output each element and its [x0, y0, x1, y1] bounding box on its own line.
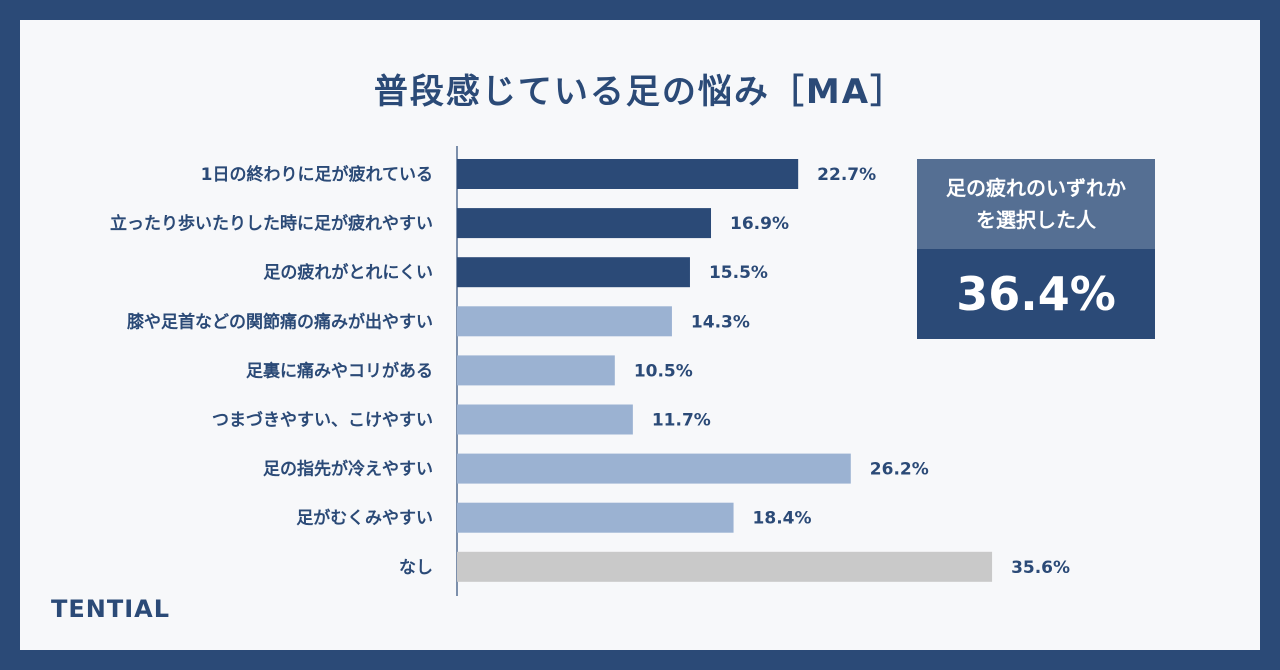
bar [457, 404, 633, 435]
value-label: 35.6% [1011, 558, 1070, 578]
category-label: 立ったり歩いたりした時に足が疲れやすい [110, 213, 433, 234]
value-label: 16.9% [730, 214, 789, 234]
value-label: 10.5% [634, 361, 693, 381]
category-label: 足がむくみやすい [296, 508, 433, 529]
callout-heading-line1: 足の疲れのいずれか [946, 176, 1126, 200]
value-label: 26.2% [870, 460, 929, 480]
value-label: 11.7% [652, 411, 711, 431]
callout-heading-line2: を選択した人 [976, 208, 1096, 232]
bar [457, 355, 615, 386]
category-label: 足裏に痛みやコリがある [246, 360, 433, 381]
chart-title: 普段感じている足の悩み［MA］ [373, 72, 907, 112]
value-label: 15.5% [709, 263, 768, 283]
category-label: なし [399, 558, 433, 578]
value-label: 14.3% [691, 312, 750, 332]
category-label: つまづきやすい、こけやすい [212, 411, 433, 431]
brand-logo: TENTIAL [51, 595, 171, 623]
bar [457, 208, 712, 239]
bar [457, 306, 672, 337]
bar [457, 551, 993, 582]
callout-value: 36.4% [917, 249, 1155, 339]
category-label: 足の疲れがとれにくい [263, 262, 433, 283]
category-label: 膝や足首などの関節痛の痛みが出やすい [127, 311, 433, 332]
bar [457, 159, 799, 189]
bar [457, 257, 690, 288]
value-label: 18.4% [753, 509, 812, 529]
value-label: 22.7% [817, 165, 876, 185]
bar [457, 453, 851, 484]
callout-heading: 足の疲れのいずれか を選択した人 [917, 159, 1155, 249]
category-label: 1日の終わりに足が疲れている [201, 164, 433, 185]
bar [457, 502, 734, 533]
category-label: 足の指先が冷えやすい [263, 459, 433, 480]
